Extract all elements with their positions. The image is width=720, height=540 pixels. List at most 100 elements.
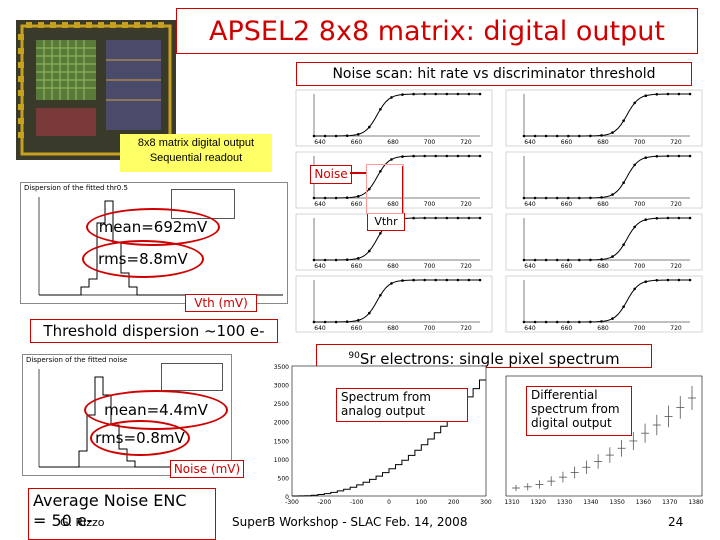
scurve-point: [456, 278, 460, 282]
scurve-point: [688, 154, 692, 158]
scurve-cell: 640 660 680 700 720: [505, 89, 703, 147]
scurve-tick-label: 700: [424, 263, 436, 270]
rms-noise-label: rms=0.8mV: [90, 420, 190, 456]
noise-band-highlight: [366, 164, 404, 214]
chip-layout-graphic: [16, 20, 176, 160]
sr-isotope: 90: [348, 351, 360, 361]
sr-spectrum-text: Sr electrons: single pixel spectrum: [359, 350, 620, 368]
author: G. Rizzo: [60, 516, 105, 529]
scurve-point: [445, 278, 449, 282]
scurve-point: [334, 258, 338, 262]
noise-scan-subtitle: Noise scan: hit rate vs discriminator th…: [296, 62, 692, 86]
scurve-point: [312, 196, 316, 200]
scurve-point: [357, 319, 360, 322]
analog-y-tick: 3000: [274, 383, 289, 390]
scurve-point: [368, 249, 371, 253]
scurve-point: [379, 108, 382, 111]
noise-arrow: [350, 172, 366, 174]
scurve-tick-label: 700: [634, 325, 646, 332]
scurve-tick-label: 720: [670, 139, 682, 146]
chip-layout-image: [16, 20, 176, 160]
scurve-tick-label: 640: [314, 325, 326, 332]
scurve-point: [401, 155, 404, 158]
scurve-point: [578, 258, 581, 262]
scurve-point: [423, 278, 426, 282]
mean-noise-text: mean=4.4mV: [104, 401, 208, 419]
scurve-point: [533, 134, 537, 138]
scurve-plots: 640 660 680 700 720 640 660 680 700 720 640 660 680 7…: [295, 89, 703, 333]
scurve-cell: 640 660 680 700 720: [505, 213, 703, 271]
scurve-tick-label: 680: [387, 263, 399, 270]
scurve-point: [323, 258, 327, 262]
digital-x-tick: 1310: [504, 499, 519, 506]
scurve-point: [401, 93, 404, 96]
scurve-tick-label: 680: [597, 139, 609, 146]
scurve-point: [622, 243, 625, 246]
scurve-point: [522, 258, 526, 262]
scurve-tick-label: 700: [424, 201, 436, 208]
scurve-point: [589, 134, 592, 138]
scurve-point: [334, 320, 338, 324]
scurve-point: [312, 258, 316, 262]
scurve-point: [345, 134, 349, 137]
scurve-tick-label: 640: [524, 263, 536, 270]
scurve-point: [555, 196, 559, 200]
scurve-tick-label: 680: [597, 325, 609, 332]
scurve-point: [666, 154, 670, 158]
noise-stats-box: [161, 363, 223, 391]
scurve-tick-label: 640: [524, 325, 536, 332]
analog-y-tick: 1500: [274, 438, 289, 445]
scurve-point: [379, 170, 382, 173]
vth-axis-label: Vth (mV): [185, 294, 257, 312]
scurve-point: [633, 287, 636, 291]
scurve-point: [456, 216, 460, 220]
scurve-point: [357, 195, 360, 198]
scurve-point: [467, 154, 471, 158]
analog-y-tick: 2500: [274, 401, 289, 408]
scurve-point: [434, 92, 437, 96]
digital-spectrum-line3: digital output: [531, 416, 612, 430]
scurve-point: [434, 216, 437, 220]
scurve-point: [611, 317, 614, 320]
chip-label: 8x8 matrix digital output Sequential rea…: [120, 134, 272, 172]
scurve-point: [544, 196, 548, 200]
scurve-point: [522, 196, 526, 200]
scurve-point: [567, 134, 570, 138]
scurve-point: [478, 278, 482, 282]
scurve-point: [611, 255, 614, 258]
scurve-point: [379, 294, 382, 297]
scurve-point: [578, 196, 581, 200]
scurve-tick-label: 680: [597, 201, 609, 208]
chip-label-line2: Sequential readout: [149, 152, 243, 164]
scurve-point: [688, 278, 692, 282]
scurve-point: [633, 163, 636, 167]
scurve-point: [434, 278, 437, 282]
chip-label-line1: 8x8 matrix digital output: [137, 137, 255, 149]
scurve-point: [655, 279, 659, 282]
scurve-point: [578, 134, 581, 138]
scurve-tick-label: 700: [634, 139, 646, 146]
scurve-point: [555, 134, 559, 138]
analog-x-tick: -300: [285, 499, 299, 506]
scurve-point: [655, 155, 659, 158]
scurve-tick-label: 640: [524, 139, 536, 146]
vthr-label: Vthr: [367, 213, 405, 231]
scurve-point: [655, 217, 659, 220]
scurve-point: [611, 131, 614, 134]
scurve-tick-label: 720: [460, 201, 472, 208]
scurve-point: [357, 257, 360, 260]
analog-x-tick: 0: [387, 499, 391, 506]
mean-threshold-text: mean=692mV: [98, 218, 208, 236]
scurve-tick-label: 700: [634, 201, 646, 208]
scurve-tick-label: 720: [670, 263, 682, 270]
scurve-point: [412, 154, 415, 158]
scurve-tick-label: 640: [314, 263, 326, 270]
scurve-point: [368, 311, 371, 315]
scurve-point: [423, 154, 426, 158]
scurve-point: [323, 320, 327, 324]
scurve-point: [644, 156, 647, 159]
scurve-point: [345, 320, 349, 323]
scurve-point: [633, 225, 636, 229]
enc-line1: Average Noise ENC: [33, 491, 187, 510]
